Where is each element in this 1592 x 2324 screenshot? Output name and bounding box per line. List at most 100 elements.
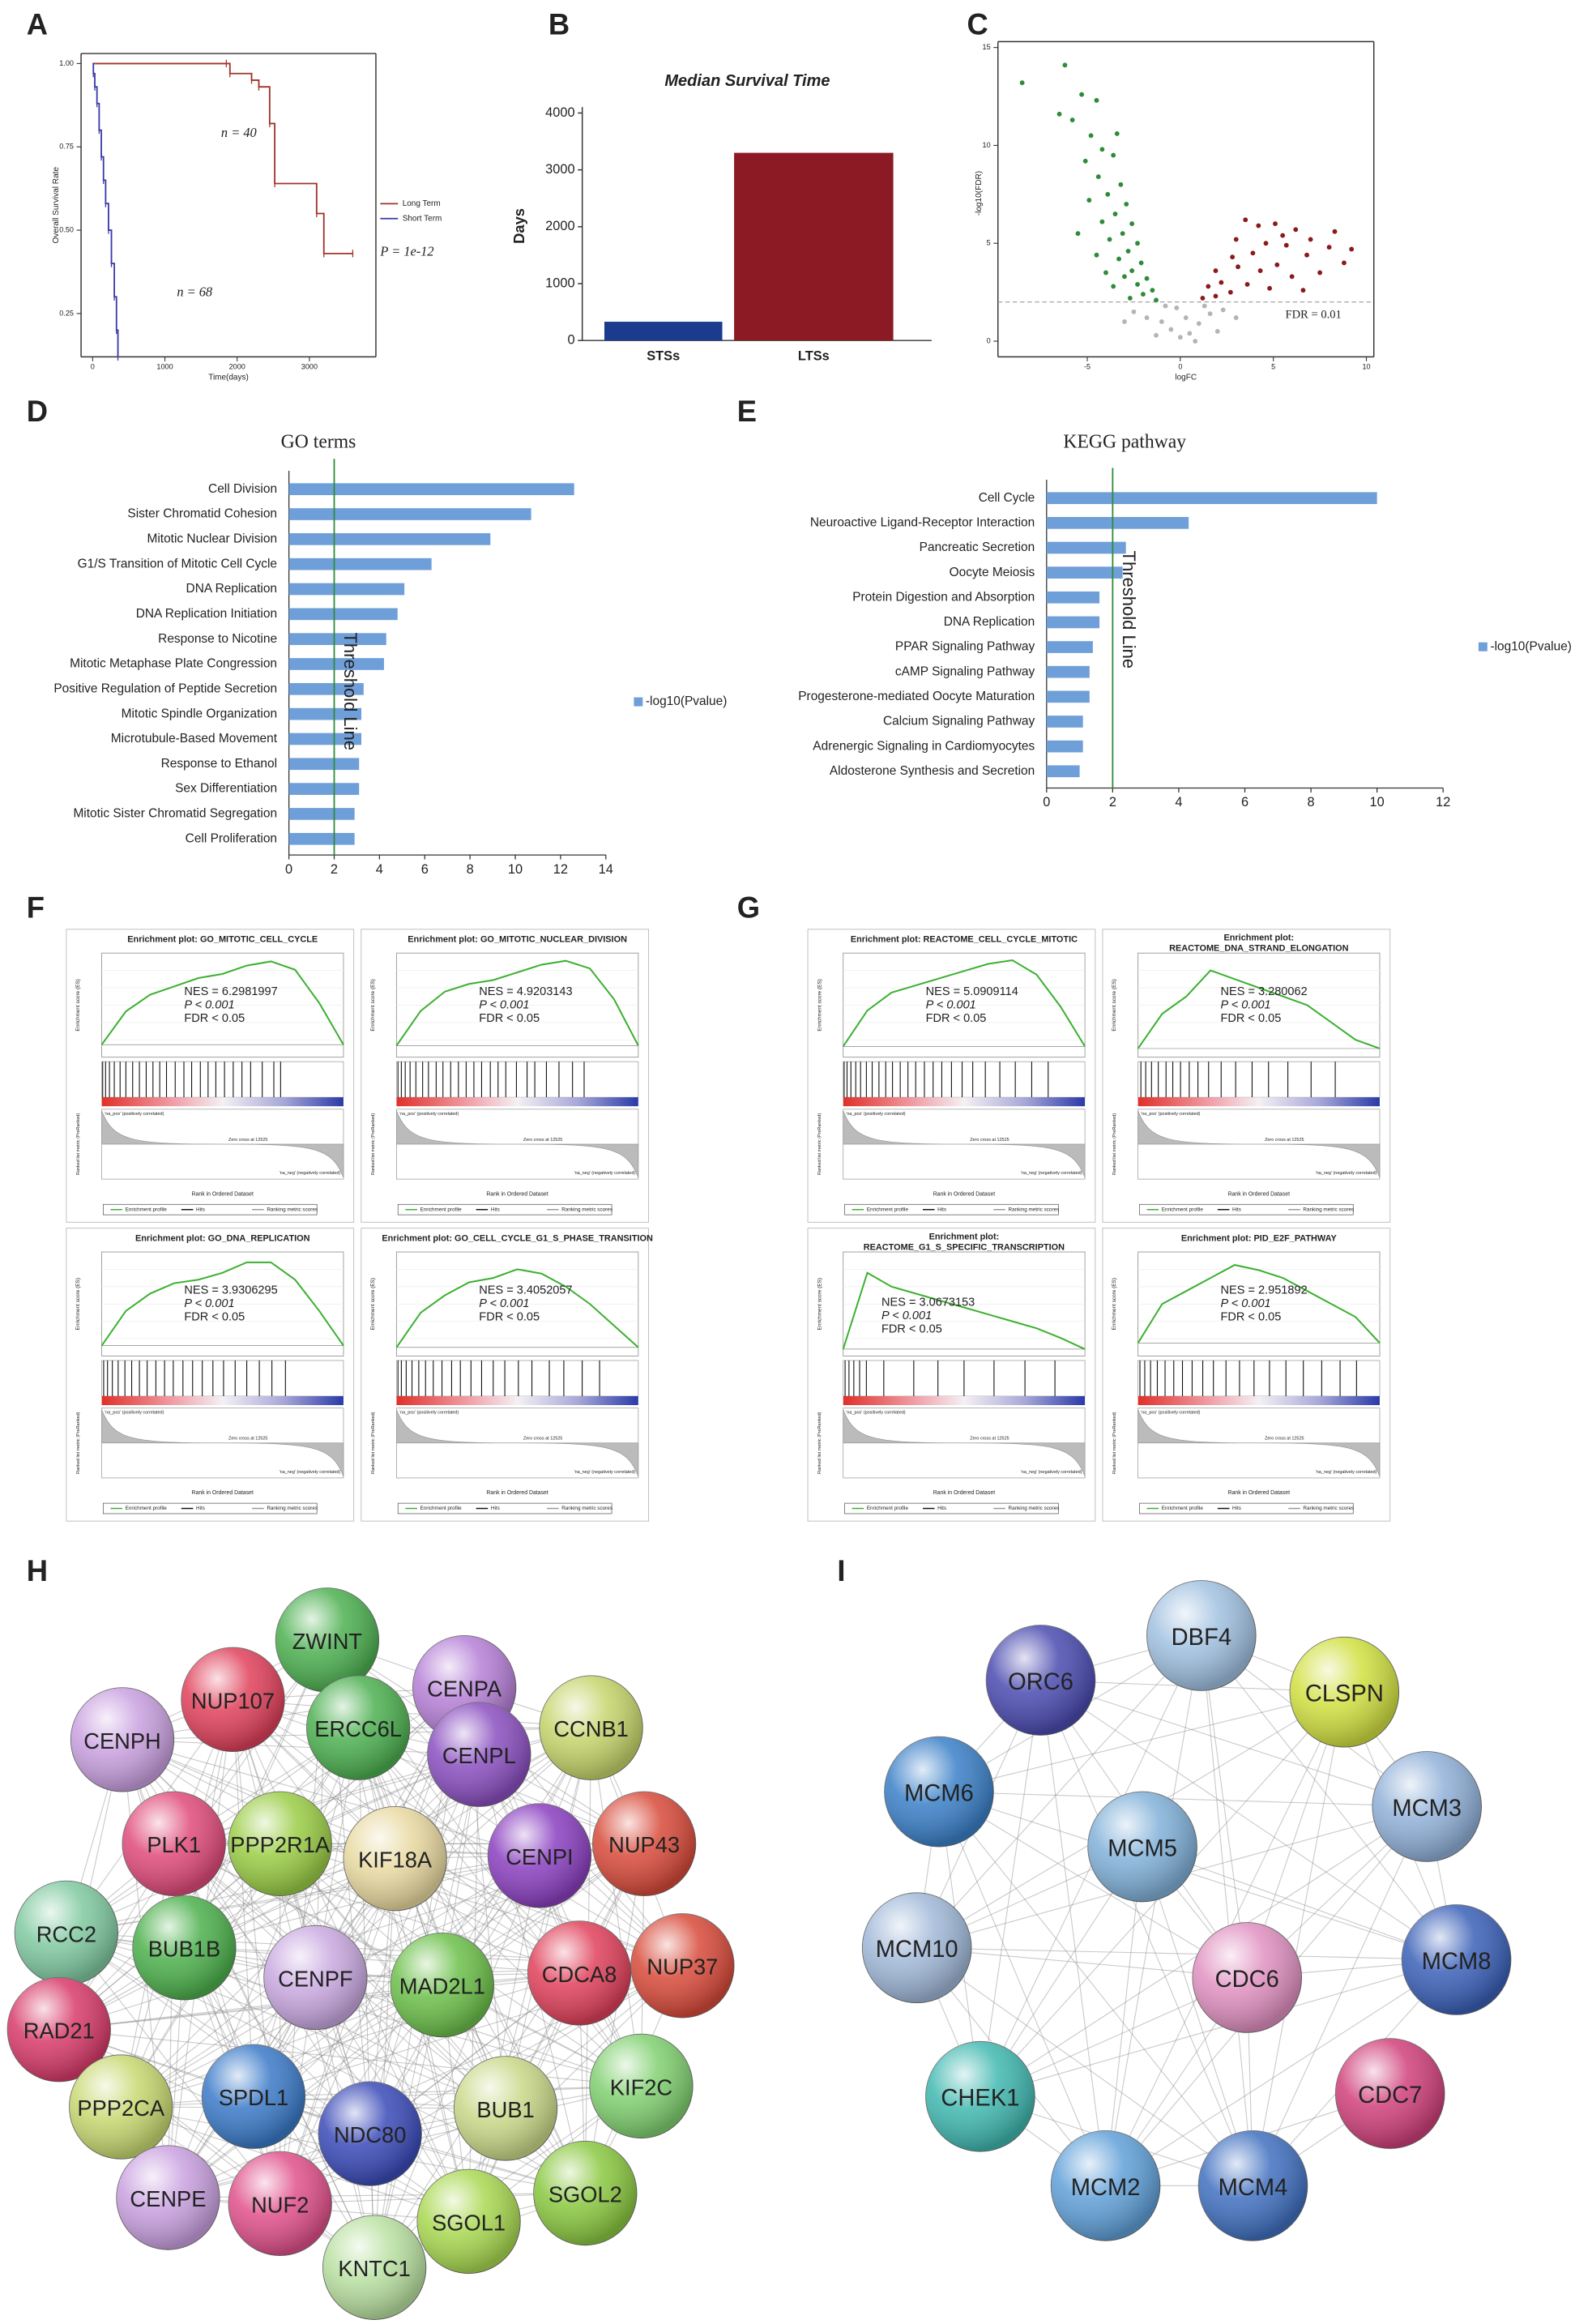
edge [980,1680,1042,2097]
rank-gradient [1137,1097,1380,1107]
point [1129,221,1135,227]
point [1257,268,1263,274]
category-label: Protein Digestion and Absorption [852,590,1035,604]
bar [288,832,355,845]
rank-gradient [396,1097,638,1107]
edge [938,1791,1457,1960]
point [1138,260,1144,266]
node-shine [15,1881,118,1985]
point [1227,289,1233,295]
edge [1201,1635,1254,2186]
point [1244,282,1250,287]
point [1230,254,1236,260]
bar [1046,591,1100,604]
bar [1046,716,1083,728]
x-tick-label: 10 [1362,363,1370,371]
edge [468,1855,540,2222]
point [1206,284,1211,289]
edge [233,1699,443,1985]
node-shine [1335,2038,1445,2149]
category-label: Sex Differentiation [175,782,277,796]
rank-gradient [101,1097,344,1107]
bar [288,583,405,596]
node-label: PPP2CA [77,2095,164,2121]
panel-label: G [737,891,760,925]
node-shine [132,1895,237,2000]
threshold-label: FDR = 0.01 [1286,309,1342,322]
point [1112,211,1118,216]
threshold-label: Threshold Line [1119,551,1139,669]
rank-gradient [843,1396,1086,1406]
bar [288,682,364,695]
point [1236,264,1240,270]
point [1122,274,1127,280]
category-label: Neuroactive Ligand-Receptor Interaction [810,515,1035,529]
annotation: P = 1e-12 [379,244,433,259]
edge [315,1976,642,2087]
node-shine [1290,1637,1399,1748]
survival-curve [92,62,119,357]
annotation: n = 68 [177,284,213,299]
legend-swatch [1478,642,1487,651]
point [1144,276,1150,281]
bar [288,733,362,745]
y-tick-label: 15 [983,43,991,51]
chart-title: Median Survival Time [664,72,830,90]
bar [1046,765,1080,778]
node-shine [1372,1751,1482,1862]
plot-title: Enrichment plot: PID_E2F_PATHWAY [1181,1233,1338,1243]
node-shine [925,2041,1035,2152]
y-tick-label: 1000 [545,276,574,290]
point [1069,117,1075,122]
node-label: ZWINT [292,1629,363,1654]
node-label: MCM8 [1422,1949,1492,1975]
bar [1046,740,1083,753]
rank-gradient [101,1396,344,1406]
rank-metric [843,1409,1086,1477]
bar [734,152,894,341]
legend-box [397,1203,612,1215]
y-axis-label: Enrichment score (ES) [370,1278,376,1330]
point [1125,248,1131,254]
neg-label: 'na_neg' (negatively correlated) [574,1470,636,1475]
legend-label: Enrichment profile [867,1506,909,1511]
x-axis-label: Rank in Ordered Dataset [486,1191,548,1197]
edge [1040,1680,1254,2186]
edge [373,1858,396,2268]
panel-label: F [27,891,45,925]
category-label: PPAR Signaling Pathway [895,640,1035,654]
nes-label: NES = 3.280062 [1221,985,1308,998]
category-label: DNA Replication Initiation [136,607,277,621]
x-tick-label: 6 [421,862,429,877]
category-label: Mitotic Metaphase Plate Congression [70,657,277,671]
chart-title: KEGG pathway [1063,431,1186,452]
x-tick-label: 2 [331,862,338,877]
gsea-plot: Enrichment plot: PID_E2F_PATHWAY NES = 2.… [1102,1228,1391,1522]
node-shine [427,1702,531,1807]
y-axis-label: Days [510,208,527,244]
node-label: CDCA8 [542,1962,617,1987]
node-label: CDC7 [1358,2083,1422,2108]
legend-box [1139,1203,1354,1215]
point [1200,295,1206,301]
edge [233,1698,591,1728]
rank-label: Ranked list metric (PreRanked) [76,1412,81,1473]
bar [288,783,360,795]
legend-label: Enrichment profile [1162,1207,1204,1212]
pos-label: 'na_pos' (positively correlated) [1141,1112,1200,1117]
node-shine [69,2054,173,2160]
edge [1253,1806,1428,2186]
legend-label: Ranking metric scores [1303,1207,1354,1212]
legend-label: Enrichment profile [867,1207,909,1212]
node-label: CENPE [130,2186,206,2211]
edge [167,1858,396,2198]
legend-box [844,1203,1059,1215]
point [1187,331,1193,336]
nes-label: NES = 3.4052057 [479,1284,572,1297]
category-label: Adrenergic Signaling in Cardiomyocytes [813,739,1035,753]
edge [167,1727,359,2198]
edge [184,1947,580,1974]
legend-swatch [634,697,643,707]
point [1174,305,1180,310]
edge [232,1699,254,2097]
